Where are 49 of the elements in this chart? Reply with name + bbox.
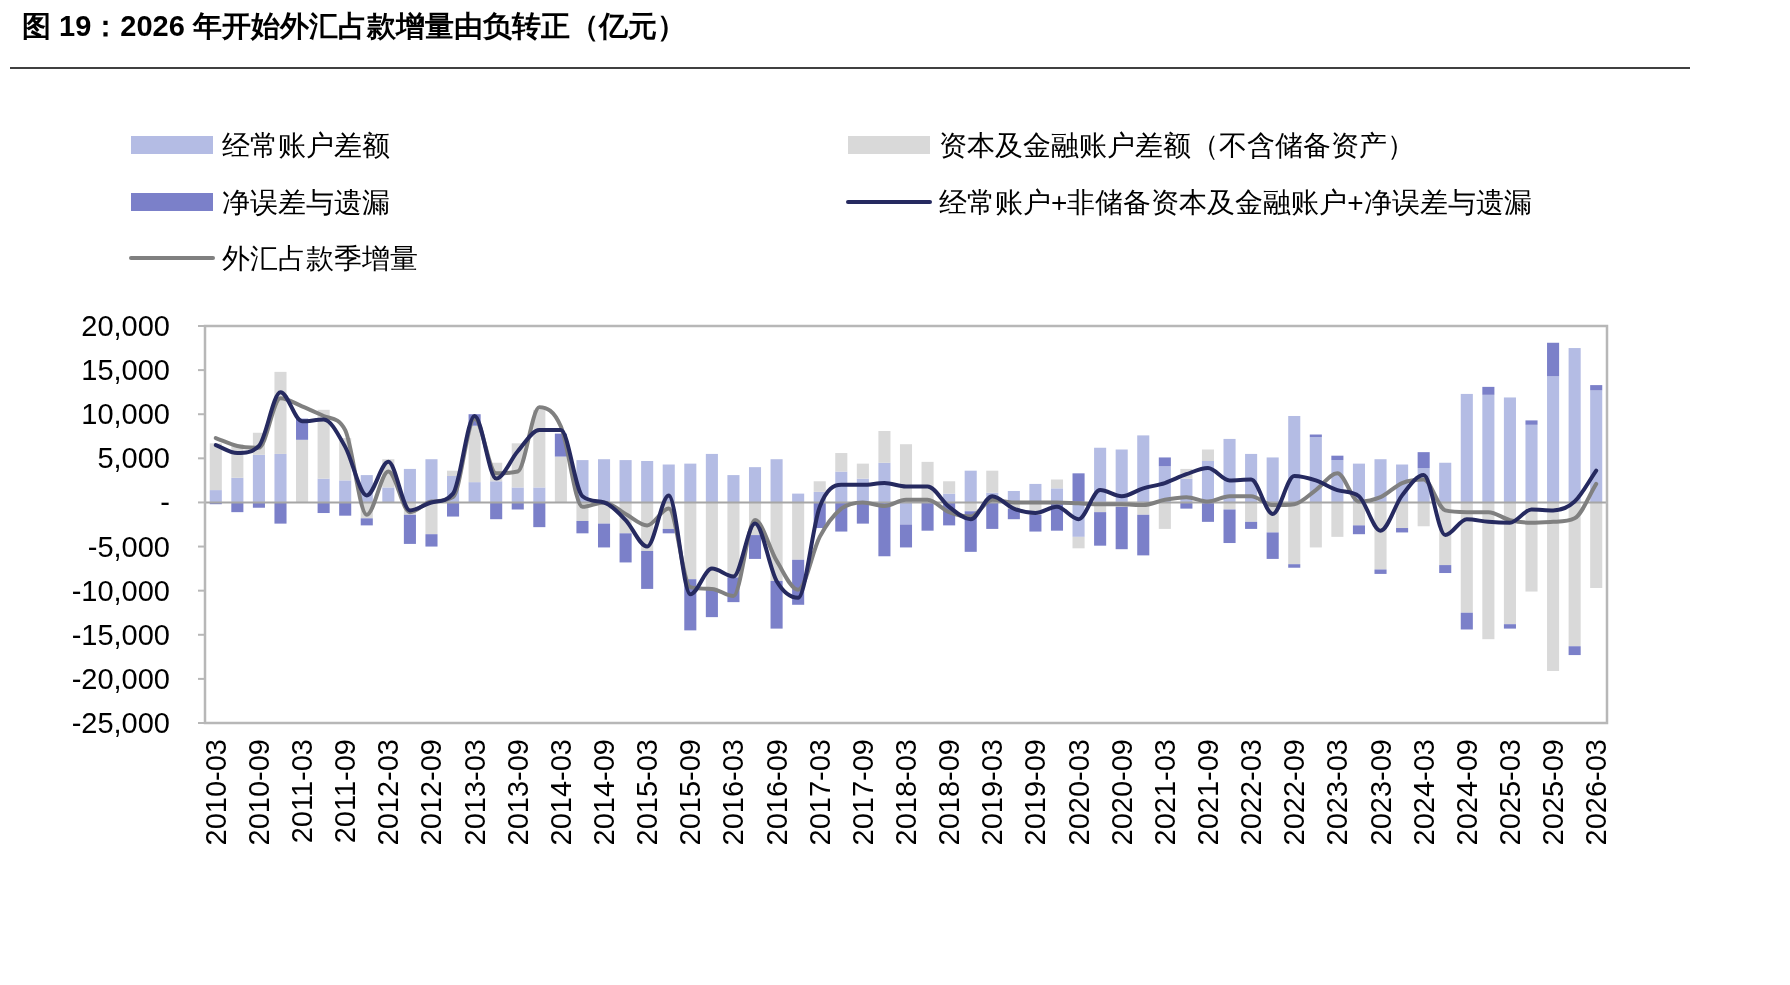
legend-label: 经常账户差额 <box>222 130 390 161</box>
y-tick-label: 5,000 <box>97 442 170 475</box>
legend-label: 外汇占款季增量 <box>222 243 418 274</box>
y-tick-label: -5,000 <box>87 530 170 563</box>
x-tick-label: 2010-09 <box>242 739 275 846</box>
legend-label: 净误差与遗漏 <box>222 187 390 218</box>
y-tick-label: -15,000 <box>71 618 170 651</box>
chart-title: 图 19：2026 年开始外汇占款增量由负转正（亿元） <box>22 10 686 42</box>
x-tick-label: 2018-09 <box>933 739 966 846</box>
x-tick-label: 2011-09 <box>329 739 362 844</box>
x-tick-label: 2014-03 <box>544 739 577 846</box>
x-tick-label: 2022-09 <box>1278 739 1311 846</box>
legend-label: 经常账户+非储备资本及金融账户+净误差与遗漏 <box>939 187 1532 218</box>
x-tick-label: 2019-09 <box>1019 739 1052 846</box>
x-tick-label: 2025-03 <box>1493 739 1526 846</box>
y-tick-label: -10,000 <box>71 574 170 607</box>
x-tick-label: 2024-03 <box>1407 739 1440 846</box>
y-tick-label: -25,000 <box>71 707 170 739</box>
y-tick-label: 10,000 <box>81 398 170 431</box>
x-tick-label: 2015-03 <box>631 739 664 846</box>
x-tick-label: 2017-03 <box>803 739 836 846</box>
x-tick-label: 2020-09 <box>1105 739 1138 846</box>
x-tick-label: 2010-03 <box>199 739 232 846</box>
y-tick-label: 15,000 <box>81 354 170 387</box>
x-tick-label: 2026-03 <box>1580 739 1613 846</box>
x-tick-label: 2013-09 <box>501 739 534 846</box>
y-tick-label: - <box>160 486 170 519</box>
x-tick-label: 2018-03 <box>890 739 922 846</box>
x-tick-label: 2014-09 <box>588 739 621 846</box>
x-tick-label: 2012-03 <box>372 739 405 846</box>
x-tick-label: 2023-09 <box>1364 739 1397 846</box>
x-tick-label: 2021-03 <box>1148 739 1181 846</box>
x-tick-label: 2019-03 <box>976 739 1009 846</box>
x-tick-label: 2015-09 <box>674 739 707 846</box>
x-tick-label: 2022-03 <box>1235 739 1268 846</box>
x-tick-label: 2016-09 <box>760 739 793 846</box>
x-tick-label: 2021-09 <box>1191 739 1224 846</box>
x-tick-label: 2024-09 <box>1450 739 1483 846</box>
x-tick-label: 2017-09 <box>846 739 879 846</box>
y-tick-label: 20,000 <box>81 310 170 342</box>
x-tick-label: 2013-03 <box>458 739 491 846</box>
legend-label: 资本及金融账户差额（不含储备资产） <box>939 130 1415 161</box>
y-tick-label: -20,000 <box>71 662 170 695</box>
x-tick-label: 2025-09 <box>1537 739 1570 846</box>
x-tick-label: 2011-03 <box>286 739 319 844</box>
x-tick-label: 2020-03 <box>1062 739 1095 846</box>
x-tick-label: 2016-03 <box>717 739 750 846</box>
x-tick-label: 2023-03 <box>1321 739 1354 846</box>
x-tick-label: 2012-09 <box>415 739 448 846</box>
